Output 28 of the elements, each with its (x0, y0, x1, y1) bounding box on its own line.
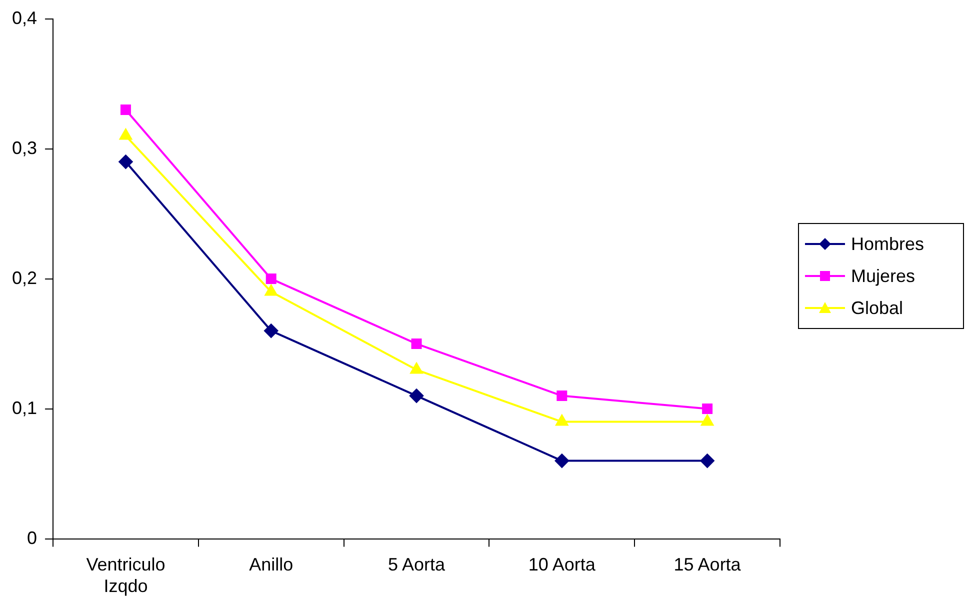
x-tick-label: 5 Aorta (388, 554, 446, 575)
legend-label: Global (851, 298, 904, 318)
legend-label: Hombres (851, 234, 924, 254)
point (702, 404, 713, 414)
legend-label: Mujeres (851, 266, 916, 286)
y-tick-label: 0,2 (12, 268, 38, 288)
point (120, 128, 132, 140)
point (264, 324, 278, 338)
point (264, 284, 278, 296)
x-tick-label: 15 Aorta (674, 554, 742, 575)
point (266, 274, 276, 284)
point (410, 362, 423, 374)
point (410, 388, 424, 403)
x-tick-label: 10 Aorta (528, 554, 596, 575)
y-tick-label: 0,3 (12, 138, 38, 158)
y-tick-label: 0,1 (12, 398, 38, 418)
y-tick-label: 0,4 (12, 8, 38, 28)
point (411, 338, 422, 350)
point (554, 454, 569, 468)
point (700, 454, 714, 468)
point (118, 154, 133, 169)
y-tick-label: 0 (27, 528, 38, 548)
point (556, 414, 568, 426)
x-tick-label: Anillo (249, 554, 294, 575)
point (701, 414, 714, 426)
point (556, 390, 568, 402)
x-tick-label: Ventriculo Izqdo (86, 554, 166, 596)
point (120, 104, 131, 116)
